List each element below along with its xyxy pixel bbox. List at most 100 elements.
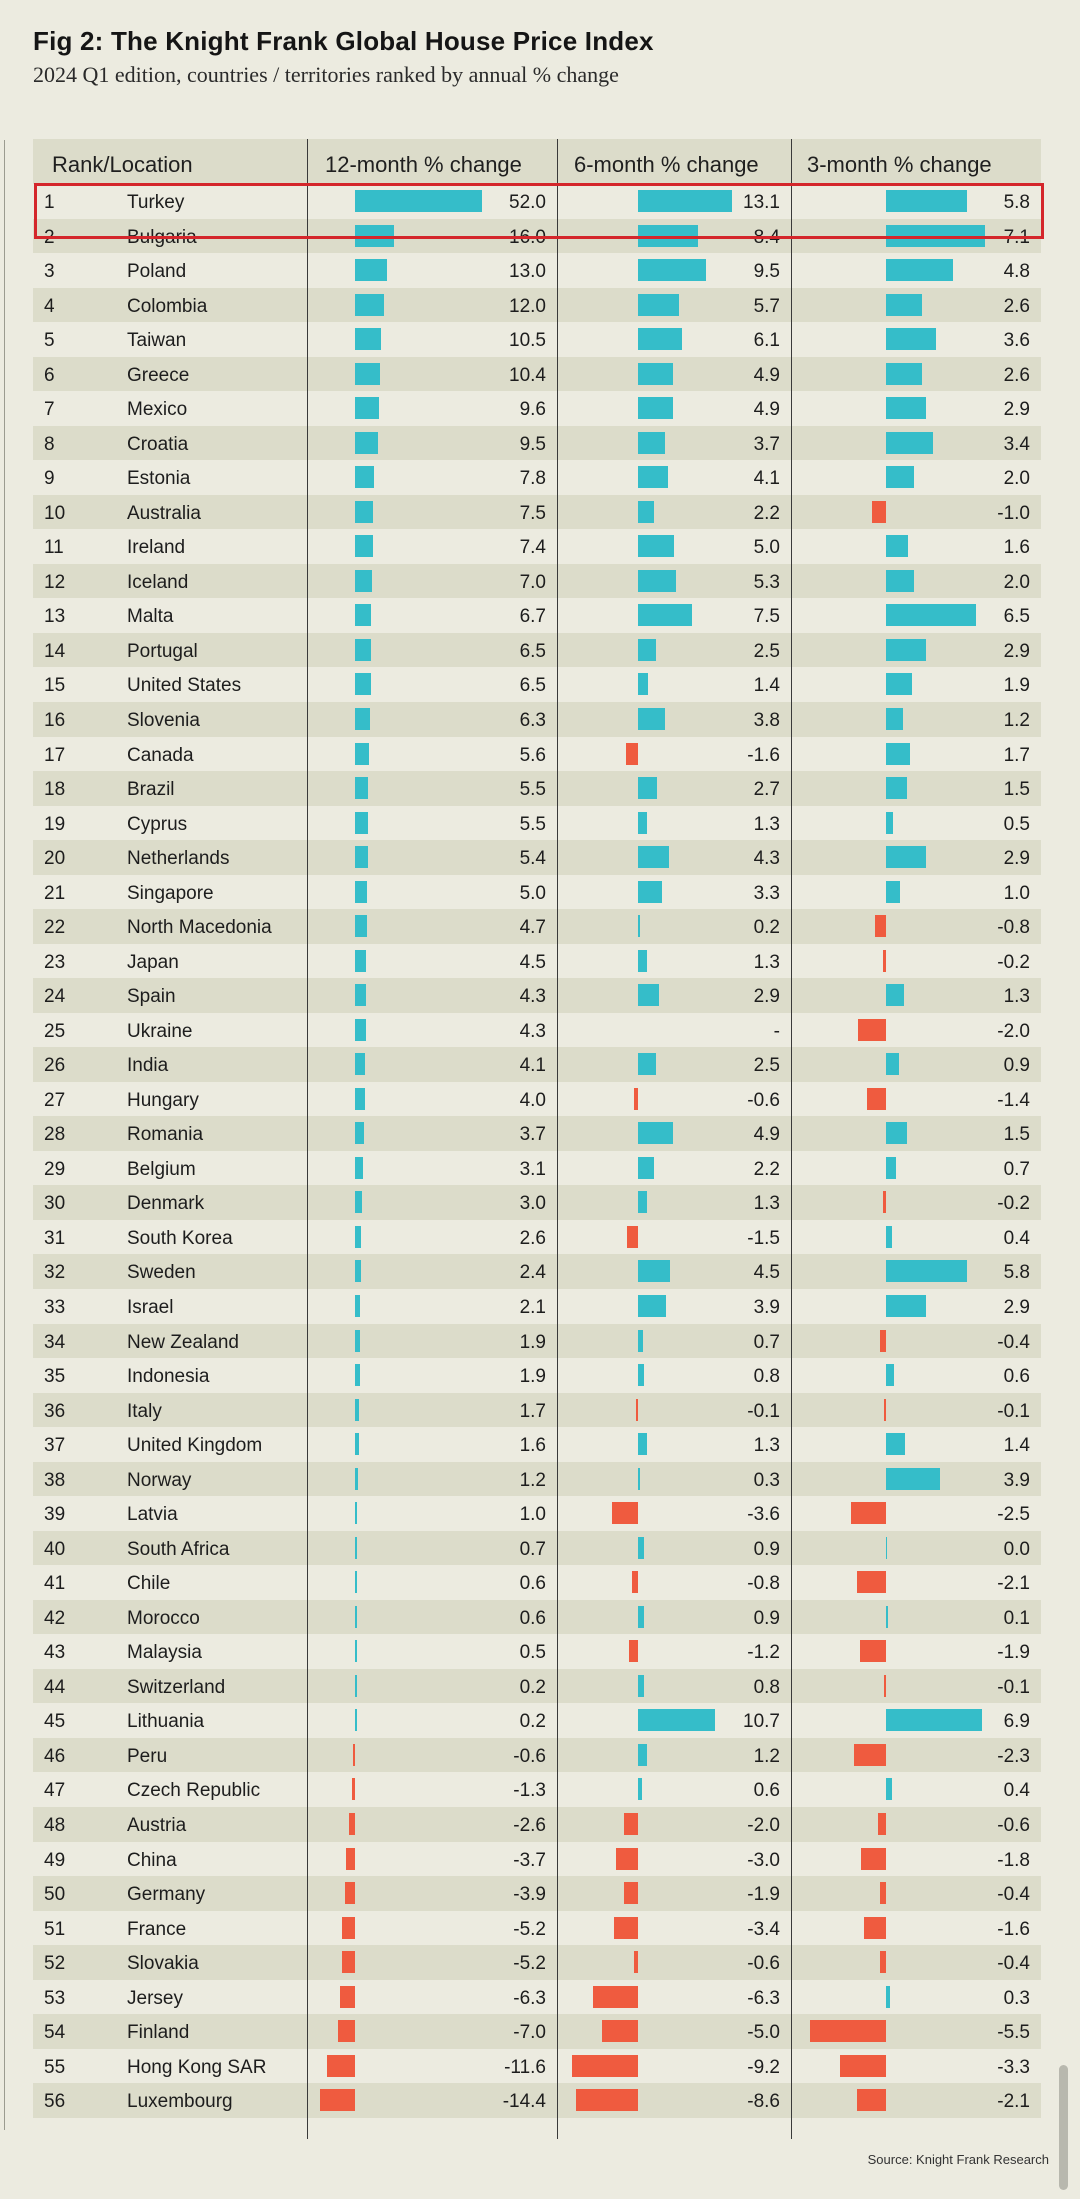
table-body: 1 Turkey 52.0 13.1 5.8 2 Bulgaria 16.0 8.4 7.1 3 Po… [33, 184, 1041, 2118]
12-month-bar [319, 2089, 355, 2112]
12-month-bar [355, 535, 374, 558]
rank-label: 7 [44, 399, 55, 421]
3-month-value: 2.9 [1003, 848, 1030, 870]
rank-label: 25 [44, 1020, 66, 1042]
rank-label: 55 [44, 2056, 66, 2078]
6-month-value: 0.3 [753, 1469, 780, 1491]
table-row: 2 Bulgaria 16.0 8.4 7.1 [33, 218, 1041, 254]
12-month-bar [355, 846, 369, 869]
3-month-value: -0.6 [997, 1814, 1030, 1836]
location-label: Cyprus [127, 813, 188, 835]
6-month-bar [638, 1191, 648, 1214]
6-month-value: 4.1 [753, 468, 780, 490]
3-month-value: -0.1 [997, 1400, 1030, 1422]
6-month-bar [638, 984, 659, 1007]
rank-label: 2 [44, 226, 55, 248]
3-month-bar [874, 915, 886, 938]
12-month-bar [355, 500, 374, 523]
6-month-bar [638, 638, 656, 661]
3-month-bar [856, 2089, 886, 2112]
12-month-bar [355, 1122, 365, 1145]
12-month-value: 5.5 [519, 813, 546, 835]
location-label: Hong Kong SAR [127, 2056, 267, 2078]
6-month-bar [633, 1951, 638, 1974]
12-month-value: 1.2 [519, 1469, 546, 1491]
table-row: 55 Hong Kong SAR -11.6 -9.2 -3.3 [33, 2049, 1041, 2084]
12-month-bar [337, 2020, 355, 2043]
location-label: Peru [127, 1745, 168, 1767]
location-label: Morocco [127, 1607, 200, 1629]
12-month-bar [355, 431, 379, 454]
3-month-value: 1.6 [1003, 537, 1030, 559]
12-month-bar [355, 604, 372, 627]
scrollbar[interactable] [1059, 2065, 1068, 2190]
6-month-bar [633, 1087, 638, 1110]
3-month-bar [886, 1709, 982, 1732]
12-month-value: -5.2 [513, 1953, 546, 1975]
3-month-value: 1.0 [1003, 882, 1030, 904]
table-row: 25 Ukraine 4.3 - -2.0 [33, 1013, 1041, 1048]
3-month-bar [886, 880, 900, 903]
chart-subtitle: 2024 Q1 edition, countries / territories… [33, 62, 619, 87]
6-month-value: 2.5 [753, 640, 780, 662]
6-month-value: 3.3 [753, 882, 780, 904]
6-month-bar [638, 535, 674, 558]
6-month-value: 0.2 [753, 917, 780, 939]
3-month-bar [886, 638, 927, 661]
12-month-bar [355, 397, 379, 420]
3-month-bar [840, 2054, 886, 2077]
3-month-value: 0.0 [1003, 1538, 1030, 1560]
6-month-bar [638, 224, 699, 247]
6-month-bar [576, 2089, 638, 2112]
3-month-value: -1.6 [997, 1918, 1030, 1940]
location-label: Chile [127, 1573, 171, 1595]
12-month-value: 13.0 [509, 261, 546, 283]
6-month-value: -0.6 [747, 1089, 780, 1111]
12-month-value: -3.9 [513, 1884, 546, 1906]
6-month-value: -0.6 [747, 1953, 780, 1975]
table-row: 51 France -5.2 -3.4 -1.6 [33, 1911, 1041, 1946]
3-month-bar [886, 1364, 895, 1387]
12-month-value: 5.6 [519, 744, 546, 766]
rank-label: 35 [44, 1366, 66, 1388]
6-month-bar [638, 397, 674, 420]
3-month-bar [886, 984, 905, 1007]
3-month-bar [886, 1467, 941, 1490]
12-month-value: 2.4 [519, 1262, 546, 1284]
rank-label: 56 [44, 2091, 66, 2113]
table-row: 48 Austria -2.6 -2.0 -0.6 [33, 1806, 1041, 1842]
6-month-bar [638, 1743, 647, 1766]
location-label: Bulgaria [127, 226, 197, 248]
table-row: 37 United Kingdom 1.6 1.3 1.4 [33, 1427, 1041, 1462]
3-month-value: -1.9 [997, 1642, 1030, 1664]
12-month-bar [342, 1916, 355, 1939]
table-row: 4 Colombia 12.0 5.7 2.6 [33, 287, 1041, 323]
location-label: Latvia [127, 1504, 178, 1526]
6-month-value: 4.9 [753, 399, 780, 421]
6-month-value: 7.5 [753, 606, 780, 628]
3-month-value: 2.9 [1003, 399, 1030, 421]
3-month-value: 0.4 [1003, 1227, 1030, 1249]
3-month-value: 5.8 [1003, 1262, 1030, 1284]
12-month-bar [355, 673, 371, 696]
12-month-bar [355, 984, 366, 1007]
location-label: Poland [127, 261, 187, 283]
3-month-value: -2.5 [997, 1504, 1030, 1526]
location-label: Austria [127, 1814, 187, 1836]
rank-label: 46 [44, 1745, 66, 1767]
table-row: 16 Slovenia 6.3 3.8 1.2 [33, 701, 1041, 737]
location-label: New Zealand [127, 1331, 239, 1353]
12-month-bar [355, 1225, 362, 1248]
3-month-bar [886, 466, 914, 489]
rank-label: 45 [44, 1711, 66, 1733]
rank-label: 15 [44, 675, 66, 697]
location-label: South Korea [127, 1227, 233, 1249]
6-month-bar [627, 1225, 638, 1248]
3-month-bar [886, 1295, 927, 1317]
location-label: North Macedonia [127, 917, 272, 939]
column-divider [791, 139, 792, 2139]
location-label: Singapore [127, 882, 214, 904]
6-month-value: -0.1 [747, 1400, 780, 1422]
3-month-value: -0.4 [997, 1331, 1030, 1353]
rank-label: 30 [44, 1193, 66, 1215]
